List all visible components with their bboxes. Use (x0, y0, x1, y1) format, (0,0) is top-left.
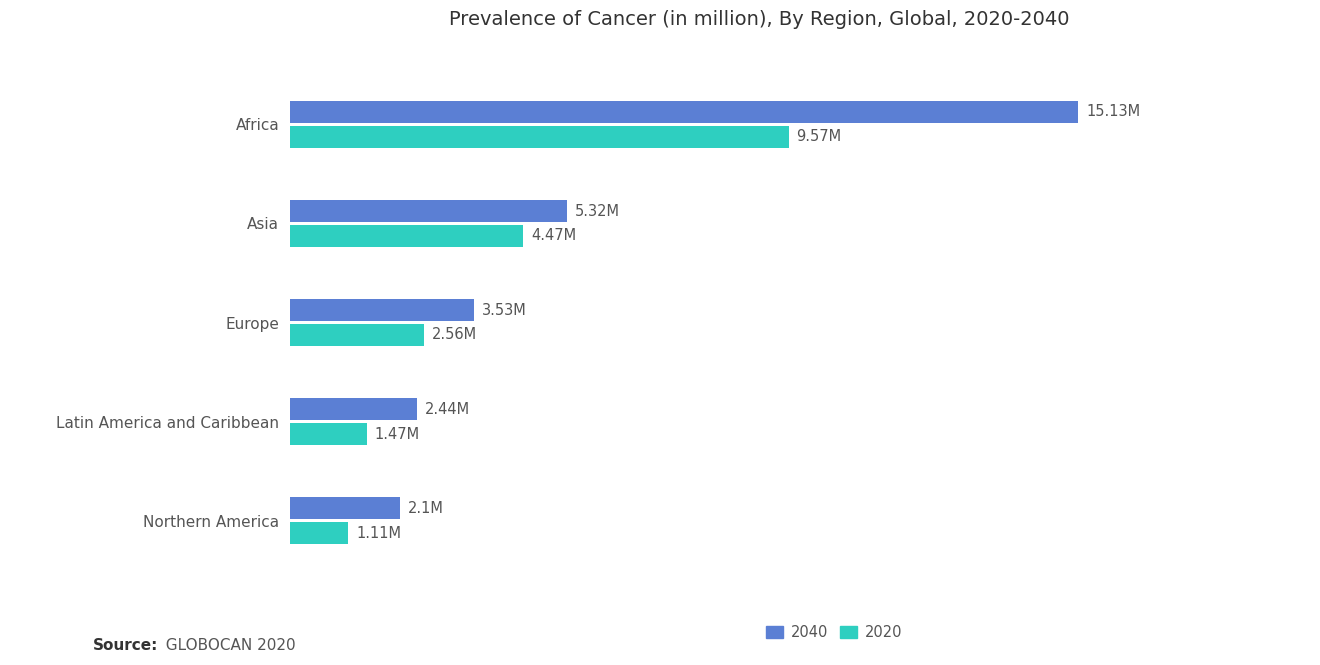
Text: 4.47M: 4.47M (531, 228, 576, 243)
Text: 5.32M: 5.32M (576, 203, 620, 219)
Text: 1.47M: 1.47M (375, 426, 420, 442)
Bar (290, 423, 367, 445)
Text: 9.57M: 9.57M (796, 129, 842, 144)
Text: 2.56M: 2.56M (432, 327, 477, 342)
Text: 2.1M: 2.1M (408, 501, 444, 516)
Bar (290, 200, 568, 222)
Bar (290, 522, 348, 544)
Bar (290, 126, 788, 148)
Bar (290, 225, 523, 247)
Title: Prevalence of Cancer (in million), By Region, Global, 2020-2040: Prevalence of Cancer (in million), By Re… (449, 10, 1069, 29)
Text: 1.11M: 1.11M (356, 525, 401, 541)
Bar (290, 299, 474, 321)
Text: GLOBOCAN 2020: GLOBOCAN 2020 (156, 638, 296, 654)
Bar (290, 497, 400, 519)
Bar (290, 398, 417, 420)
Text: 2.44M: 2.44M (425, 402, 470, 417)
Text: 3.53M: 3.53M (482, 303, 527, 318)
Bar (290, 324, 424, 346)
Bar (290, 101, 1078, 123)
Text: Source:: Source: (92, 638, 158, 654)
Text: 15.13M: 15.13M (1086, 104, 1140, 120)
Legend: 2040, 2020: 2040, 2020 (760, 620, 908, 646)
